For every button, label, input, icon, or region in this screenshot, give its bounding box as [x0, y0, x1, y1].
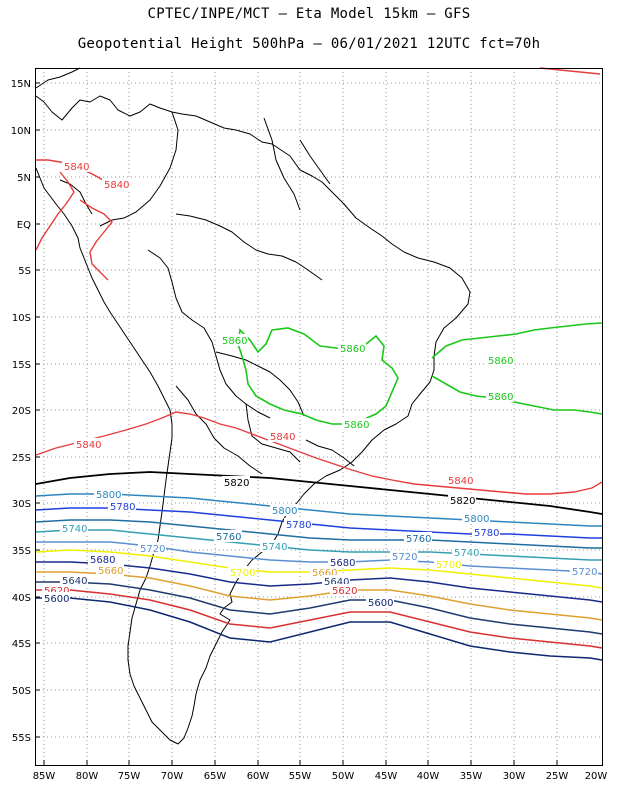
label-5600: 5600 — [44, 594, 69, 605]
lon-label: 85W — [33, 771, 56, 782]
lat-label: 10S — [12, 313, 31, 324]
contour-5820 — [35, 471, 603, 515]
contour-5840 — [35, 67, 603, 495]
lon-labels: 85W 80W 75W 70W 65W 60W 55W 50W 45W 40W … — [33, 771, 608, 782]
label-5740: 5740 — [454, 548, 479, 559]
lon-label: 75W — [118, 771, 141, 782]
label-5640: 5640 — [324, 577, 349, 588]
label-5820: 5820 — [450, 496, 475, 507]
lon-label: 20W — [585, 771, 608, 782]
lat-label: 50S — [12, 686, 31, 697]
contour-5740 — [35, 529, 602, 561]
lon-label: 80W — [76, 771, 99, 782]
label-5800: 5800 — [464, 514, 489, 525]
lon-label: 70W — [161, 771, 184, 782]
lat-label: 10N — [11, 126, 31, 137]
title-line-2: Geopotential Height 500hPa — 06/01/2021 … — [77, 36, 541, 52]
lat-labels: 15N 10N 5N EQ 5S 10S 15S 20S 25S 30S 35S… — [11, 79, 31, 744]
lon-label: 40W — [417, 771, 440, 782]
label-5740: 5740 — [62, 524, 87, 535]
lat-label: 15S — [12, 360, 31, 371]
label-5720: 5720 — [392, 552, 417, 563]
label-5840: 5840 — [270, 432, 295, 443]
label-5860: 5860 — [488, 392, 513, 403]
lat-ticks — [35, 82, 40, 738]
lat-label: 15N — [11, 79, 31, 90]
label-5840: 5840 — [64, 162, 89, 173]
label-5600: 5600 — [368, 598, 393, 609]
lon-ticks — [43, 760, 558, 765]
lon-label: 30W — [503, 771, 526, 782]
lon-label: 60W — [247, 771, 270, 782]
label-5860: 5860 — [488, 356, 513, 367]
lon-label: 25W — [546, 771, 569, 782]
label-5620: 5620 — [44, 586, 69, 597]
label-5860: 5860 — [344, 420, 369, 431]
label-5780: 5780 — [110, 502, 135, 513]
label-5860: 5860 — [340, 344, 365, 355]
lat-label: EQ — [17, 220, 31, 231]
label-5620: 5620 — [332, 586, 357, 597]
lat-label: 35S — [12, 546, 31, 557]
label-5760: 5760 — [406, 534, 431, 545]
lon-label: 55W — [289, 771, 312, 782]
label-5700: 5700 — [436, 560, 461, 571]
label-5680: 5680 — [330, 558, 355, 569]
contour-5640 — [36, 581, 603, 635]
label-5680: 5680 — [90, 555, 115, 566]
lat-label: 40S — [12, 593, 31, 604]
label-5840: 5840 — [104, 180, 129, 191]
lat-label: 30S — [12, 499, 31, 510]
label-5780: 5780 — [474, 528, 499, 539]
label-5740: 5740 — [262, 542, 287, 553]
lat-label: 5S — [18, 266, 31, 277]
lon-label: 50W — [332, 771, 355, 782]
contour-5860 — [237, 322, 603, 425]
label-5660: 5660 — [98, 566, 123, 577]
lat-label: 20S — [12, 406, 31, 417]
lat-label: 25S — [12, 453, 31, 464]
label-5720: 5720 — [572, 567, 597, 578]
label-5800: 5800 — [96, 490, 121, 501]
contour-5600 — [36, 597, 603, 661]
label-5720: 5720 — [140, 544, 165, 555]
graticule — [35, 68, 602, 765]
lat-label: 45S — [12, 639, 31, 650]
label-5860: 5860 — [222, 336, 247, 347]
label-5840: 5840 — [76, 440, 101, 451]
lat-label: 5N — [17, 173, 31, 184]
label-5640: 5640 — [62, 576, 87, 587]
label-5800: 5800 — [272, 506, 297, 517]
lon-label: 35W — [460, 771, 483, 782]
map-frame — [35, 68, 603, 766]
label-5840: 5840 — [448, 476, 473, 487]
coastlines — [35, 67, 471, 745]
label-5780: 5780 — [286, 520, 311, 531]
contour-5800 — [35, 493, 602, 527]
lon-label: 65W — [204, 771, 227, 782]
label-5700: 5700 — [230, 568, 255, 579]
title-line-1: CPTEC/INPE/MCT — Eta Model 15km — GFS — [147, 6, 471, 22]
label-5820: 5820 — [224, 478, 249, 489]
lat-label: 55S — [12, 733, 31, 744]
label-5760: 5760 — [216, 532, 241, 543]
contour-5760 — [35, 519, 602, 549]
label-5660: 5660 — [312, 568, 337, 579]
contour-5620 — [36, 589, 603, 649]
lon-label: 45W — [375, 771, 398, 782]
contour-labels: 5860 5860 5860 5860 5860 5840 5840 5840 … — [42, 160, 598, 609]
